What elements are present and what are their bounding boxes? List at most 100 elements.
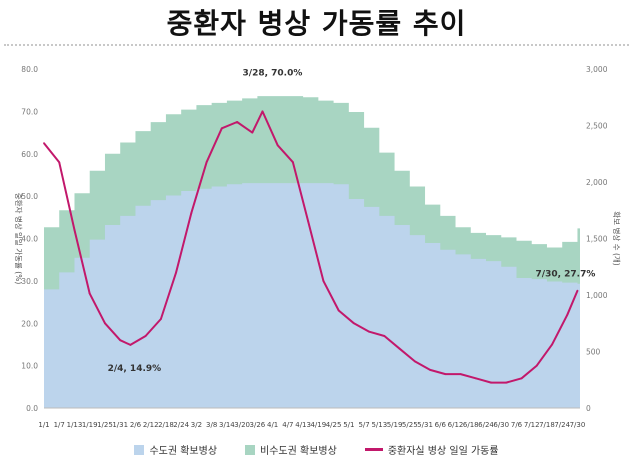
line-point — [353, 322, 355, 325]
x-tick-label: 6/30 — [493, 421, 509, 429]
line-point — [119, 339, 122, 342]
legend-label-rate: 중환자실 병상 일일 가동률 — [387, 446, 499, 457]
area-layer — [44, 96, 580, 409]
line-point — [261, 110, 264, 113]
x-tick-label: 5/25 — [402, 421, 418, 429]
annotation-label: 2/4, 14.9% — [108, 364, 162, 374]
legend-swatch-non-capital — [245, 444, 256, 455]
y-right-tick-label: 3,000 — [586, 65, 608, 74]
line-point — [429, 368, 432, 371]
line-point — [505, 381, 508, 384]
x-tick-label: 7/12 — [524, 421, 540, 429]
title-divider — [4, 44, 629, 46]
legend-label-capital: 수도권 확보병상 — [149, 446, 218, 457]
area-capital-beds — [44, 183, 580, 408]
legend-label-non-capital: 비수도권 확보병상 — [260, 446, 337, 457]
y-left-tick-label: 50.0 — [21, 192, 38, 201]
x-tick-label: 5/13 — [371, 421, 387, 429]
x-tick-label: 7/18 — [539, 421, 555, 429]
x-tick-label: 7/30 — [570, 421, 586, 429]
legend-item-non-capital: 비수도권 확보병상 — [245, 442, 337, 457]
line-point — [144, 335, 147, 337]
y-left-tick-label: 60.0 — [21, 150, 38, 159]
annotation-label: 3/28, 70.0% — [243, 68, 303, 78]
line-point — [576, 289, 579, 292]
line-point — [88, 292, 91, 295]
x-tick-label: 7/6 — [511, 421, 523, 429]
line-point — [43, 142, 45, 145]
line-point — [236, 121, 238, 123]
line-point — [520, 377, 523, 380]
x-tick-label: 2/18 — [158, 421, 174, 429]
line-point — [474, 377, 477, 380]
y-left-tick-label: 30.0 — [21, 277, 38, 286]
y-left-tick-label: 0.0 — [26, 404, 38, 413]
legend-swatch-capital — [134, 444, 145, 455]
x-tick-label: 3/8 — [206, 421, 217, 429]
x-tick-label: 6/12 — [448, 421, 464, 429]
x-tick-label: 1/1 — [38, 421, 49, 429]
line-point — [175, 271, 177, 274]
line-point — [205, 161, 208, 164]
y-left-tick-label: 80.0 — [21, 65, 38, 74]
line-point — [276, 144, 279, 147]
page-title: 중환자 병상 가동률 추이 — [166, 7, 467, 40]
line-point — [413, 360, 416, 363]
x-tick-label: 2/6 — [130, 421, 142, 429]
line-point — [190, 212, 193, 214]
x-tick-label: 6/18 — [463, 421, 479, 429]
line-point — [159, 318, 162, 320]
line-point — [459, 373, 462, 375]
legend-swatch-rate — [364, 448, 383, 451]
y-left-tick-label: 70.0 — [21, 107, 38, 116]
y-right-tick-label: 500 — [586, 348, 601, 357]
line-point — [322, 279, 325, 282]
line-point — [129, 343, 132, 346]
x-tick-label: 6/6 — [435, 421, 447, 429]
y-left-tick-label: 10.0 — [21, 362, 38, 371]
legend-item-rate: 중환자실 병상 일일 가동률 — [364, 442, 499, 457]
y-right-tick-label: 1,000 — [586, 291, 608, 300]
line-point — [535, 364, 538, 367]
x-tick-label: 1/19 — [82, 421, 98, 429]
line-point — [58, 161, 61, 164]
line-point — [444, 373, 447, 375]
line-point — [337, 309, 340, 312]
x-tick-label: 4/1 — [267, 421, 278, 429]
annotation-label: 7/30, 27.7% — [536, 270, 596, 280]
y-right-tick-label: 2,000 — [586, 178, 608, 187]
line-layer — [43, 110, 579, 384]
chart-svg: 0.0 10.0 20.0 30.0 40.0 50.0 60.0 70.0 80.0 0 500 1… — [14, 65, 622, 429]
x-tick-label: 1/25 — [97, 421, 113, 429]
line-point — [368, 330, 371, 333]
line-point — [73, 229, 76, 231]
line-point — [251, 131, 254, 134]
x-tick-label: 3/14 — [219, 421, 235, 429]
y-right-tick-label: 1,500 — [586, 235, 608, 244]
y-right-tick-label: 2,500 — [586, 122, 608, 131]
line-point — [398, 347, 401, 350]
legend-item-capital: 수도권 확보병상 — [134, 442, 217, 457]
y-right-tick-label: 0 — [586, 404, 591, 413]
x-tick-label: 4/7 — [282, 421, 293, 429]
x-tick-label: 3/2 — [191, 421, 202, 429]
line-point — [490, 381, 492, 384]
x-tick-label: 5/31 — [417, 421, 433, 429]
x-tick-label: 2/24 — [173, 421, 189, 429]
line-point — [566, 313, 569, 316]
x-tick-label: 4/19 — [310, 421, 326, 429]
line-point — [220, 127, 223, 130]
y-left-tick-label: 20.0 — [21, 319, 38, 328]
y-right-axis-title: 확보 병상 수 (개) — [612, 211, 622, 265]
x-tick-label: 1/7 — [54, 421, 65, 429]
line-point — [551, 343, 553, 346]
line-point — [292, 161, 294, 164]
y-left-tick-label: 40.0 — [21, 235, 38, 244]
x-tick-label: 5/1 — [343, 421, 354, 429]
legend: 수도권 확보병상 비수도권 확보병상 중환자실 병상 일일 가동률 — [0, 442, 633, 457]
x-tick-label: 5/7 — [358, 421, 369, 429]
x-tick-label: 6/24 — [478, 421, 494, 429]
line-point — [383, 335, 386, 337]
x-tick-label: 2/12 — [143, 421, 159, 429]
